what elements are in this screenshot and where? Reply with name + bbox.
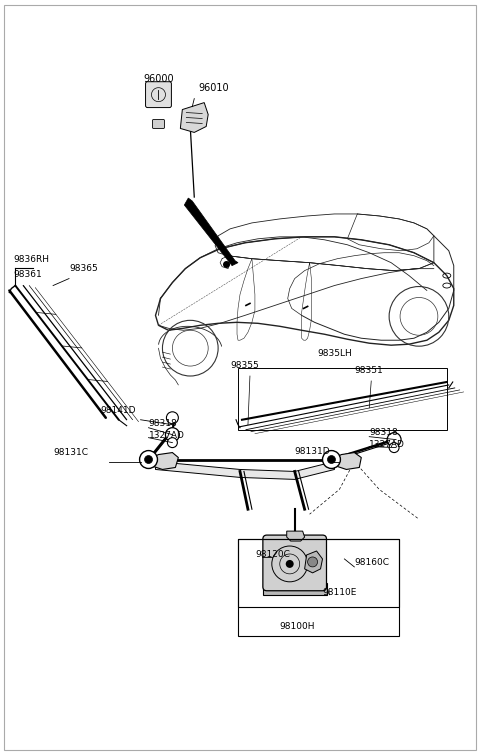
Circle shape bbox=[140, 451, 157, 468]
Text: 9836RH: 9836RH bbox=[13, 254, 49, 263]
Text: 98365: 98365 bbox=[69, 263, 98, 273]
Text: 1327AD: 1327AD bbox=[369, 439, 405, 448]
Circle shape bbox=[327, 455, 336, 464]
Circle shape bbox=[308, 557, 318, 567]
Text: 98351: 98351 bbox=[354, 366, 383, 375]
FancyBboxPatch shape bbox=[145, 82, 171, 107]
Polygon shape bbox=[184, 198, 238, 266]
Polygon shape bbox=[180, 103, 208, 132]
Polygon shape bbox=[332, 452, 361, 470]
Circle shape bbox=[323, 451, 340, 468]
Polygon shape bbox=[305, 551, 323, 573]
Text: 98318: 98318 bbox=[369, 427, 398, 436]
Text: 98160C: 98160C bbox=[354, 558, 389, 567]
Circle shape bbox=[144, 455, 153, 464]
Circle shape bbox=[389, 442, 399, 452]
Circle shape bbox=[286, 560, 294, 568]
Circle shape bbox=[168, 438, 178, 448]
Text: 96000: 96000 bbox=[143, 74, 174, 84]
Text: 1327AD: 1327AD bbox=[148, 430, 184, 439]
Bar bbox=[263, 583, 327, 595]
FancyBboxPatch shape bbox=[263, 535, 326, 590]
Text: 98131D: 98131D bbox=[295, 446, 330, 455]
Bar bbox=[238, 368, 447, 430]
FancyBboxPatch shape bbox=[153, 119, 165, 128]
Text: 98141D: 98141D bbox=[101, 405, 136, 414]
Bar bbox=[238, 539, 399, 636]
Polygon shape bbox=[287, 531, 305, 541]
Text: 98131C: 98131C bbox=[53, 448, 88, 457]
Text: 9835LH: 9835LH bbox=[318, 349, 352, 358]
Text: 98110E: 98110E bbox=[323, 587, 357, 596]
Text: 98355: 98355 bbox=[230, 361, 259, 370]
Text: 98100H: 98100H bbox=[280, 621, 315, 630]
Text: 98361: 98361 bbox=[13, 270, 42, 279]
Circle shape bbox=[387, 433, 401, 447]
Circle shape bbox=[167, 411, 179, 424]
Text: 98318: 98318 bbox=[148, 419, 177, 428]
Polygon shape bbox=[148, 452, 179, 470]
Circle shape bbox=[166, 428, 180, 442]
Text: 96010: 96010 bbox=[198, 82, 229, 93]
Bar bbox=[238, 539, 399, 607]
Text: 98120C: 98120C bbox=[255, 550, 290, 559]
Polygon shape bbox=[156, 461, 335, 479]
